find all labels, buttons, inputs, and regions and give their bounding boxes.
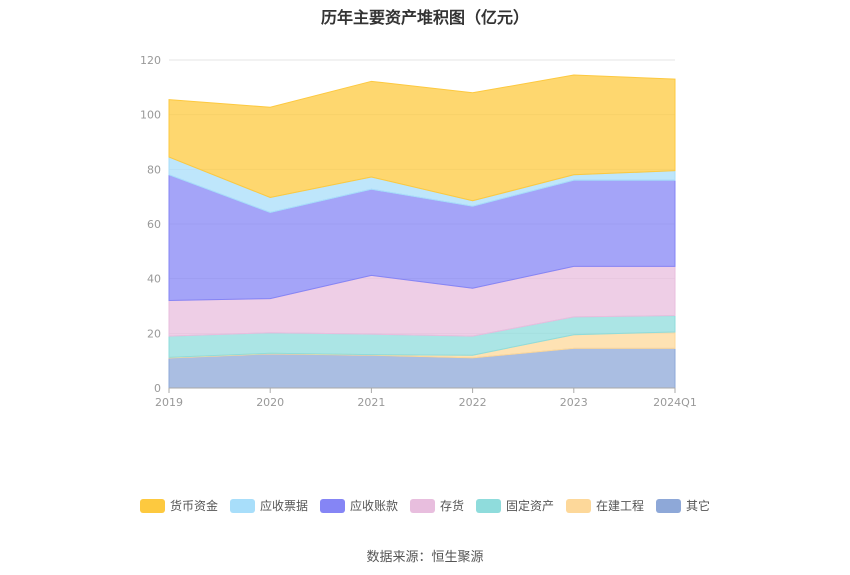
area-series bbox=[168, 74, 676, 389]
data-source: 数据来源：恒生聚源 bbox=[366, 550, 484, 565]
axes: 0 20 40 60 80 100 120 2019 2020 2021 2022 2023 2024Q… bbox=[140, 54, 697, 409]
chart-plot: 0 20 40 60 80 100 120 2019 2020 2021 2022 2023 2024Q… bbox=[140, 54, 697, 409]
legend-item[interactable]: 货币资金 bbox=[139, 497, 218, 514]
legend-item[interactable]: 应收票据 bbox=[229, 497, 308, 514]
y-tick-label: 120 bbox=[140, 54, 161, 67]
legend-swatch bbox=[139, 498, 165, 513]
legend-item[interactable]: 存货 bbox=[409, 497, 464, 514]
x-tick-label: 2022 bbox=[459, 396, 487, 409]
x-tick-label: 2019 bbox=[155, 396, 183, 409]
legend-item[interactable]: 固定资产 bbox=[476, 497, 554, 514]
x-tick-label: 2024Q1 bbox=[653, 396, 697, 409]
legend-swatch bbox=[229, 498, 255, 513]
legend-label: 应收票据 bbox=[259, 499, 308, 513]
legend-label: 应收账款 bbox=[349, 499, 398, 513]
y-tick-label: 0 bbox=[154, 382, 161, 395]
legend-label: 其它 bbox=[686, 499, 711, 513]
x-tick-label: 2021 bbox=[357, 396, 385, 409]
y-tick-label: 20 bbox=[147, 327, 161, 340]
x-tick-label: 2023 bbox=[560, 396, 588, 409]
legend-item[interactable]: 应收账款 bbox=[319, 497, 398, 514]
legend-swatch bbox=[566, 498, 592, 513]
y-tick-label: 80 bbox=[147, 163, 161, 176]
y-tick-label: 60 bbox=[147, 218, 161, 231]
y-tick-label: 40 bbox=[147, 273, 161, 286]
legend-item[interactable]: 其它 bbox=[656, 497, 710, 514]
legend-label: 货币资金 bbox=[169, 499, 218, 513]
legend-swatch bbox=[319, 498, 345, 513]
y-tick-label: 100 bbox=[140, 109, 161, 122]
legend-swatch bbox=[409, 498, 435, 513]
legend-label: 固定资产 bbox=[506, 499, 555, 513]
area-series-7[interactable] bbox=[168, 74, 676, 202]
legend-swatch bbox=[476, 498, 501, 513]
legend-swatch bbox=[656, 498, 682, 513]
x-tick-label: 2020 bbox=[256, 396, 284, 409]
legend-label: 存货 bbox=[439, 499, 464, 513]
legend-item[interactable]: 在建工程 bbox=[566, 497, 644, 514]
legend: 货币资金 应收票据 应收账款 存货 固定资产 在建工程 其它 bbox=[0, 497, 850, 514]
legend-label: 在建工程 bbox=[596, 499, 645, 513]
chart-title: 历年主要资产堆积图（亿元） bbox=[320, 8, 529, 27]
